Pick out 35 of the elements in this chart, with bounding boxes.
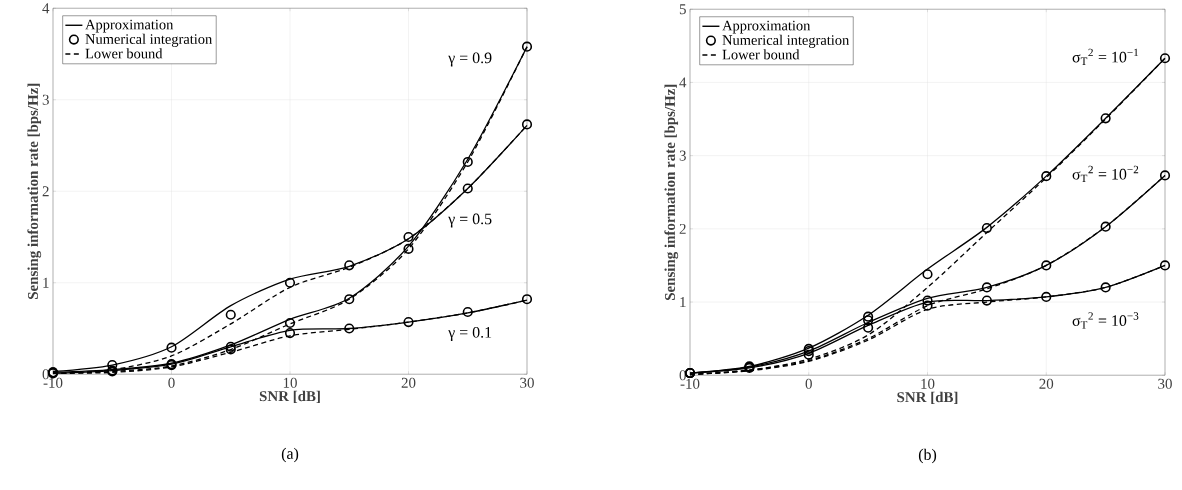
legend-label: Lower bound [722, 49, 800, 60]
x-tick-label: 20 [1039, 378, 1054, 389]
y-tick-label: 1 [43, 277, 49, 288]
x-tick-label: 10 [283, 377, 297, 388]
legend-label: Lower bound [85, 48, 163, 59]
y-tick-label: 1 [680, 297, 686, 307]
annotation: γ = 0.9 [448, 52, 492, 67]
x-axis-title: SNR [dB] [897, 391, 958, 404]
legend-label: Numerical integration [85, 33, 213, 47]
y-axis-title: Sensing information rate [bps/Hz] [664, 84, 679, 300]
text: (b) [918, 448, 937, 464]
y-tick-label: 5 [679, 4, 686, 15]
y-tick-label: 2 [42, 186, 49, 197]
y-tick-label: 3 [42, 94, 49, 105]
x-tick-label: 0 [168, 377, 175, 388]
x-tick-label: 30 [1158, 378, 1172, 389]
y-axis-title: Sensing information rate [bps/Hz] [27, 83, 42, 299]
x-axis-title: SNR [dB] [259, 390, 320, 403]
x-tick-label: 0 [805, 378, 812, 389]
annotation: γ = 0.1 [448, 326, 492, 341]
y-tick-label: 4 [42, 3, 50, 14]
annotation: γ = 0.5 [448, 213, 492, 228]
y-tick-label: 3 [679, 150, 686, 161]
x-tick-label: 10 [921, 378, 935, 389]
annotation: σ$_{T}$$^{2}$ = 10$^{−1}$ [1072, 48, 1139, 65]
y-tick-label: 2 [679, 223, 686, 234]
legend-label: Numerical integration [722, 34, 850, 48]
annotation: σ$_{T}$$^{2}$ = 10$^{−2}$ [1072, 165, 1139, 182]
text: (a) [281, 447, 299, 463]
y-tick-label: 4 [679, 77, 687, 88]
x-tick-label: 30 [520, 377, 534, 388]
annotation: σ$_{T}$$^{2}$ = 10$^{−3}$ [1072, 312, 1139, 329]
x-tick-label: 20 [401, 377, 416, 388]
legend-label: Approximation [722, 20, 811, 34]
legend-label: Approximation [85, 19, 174, 33]
